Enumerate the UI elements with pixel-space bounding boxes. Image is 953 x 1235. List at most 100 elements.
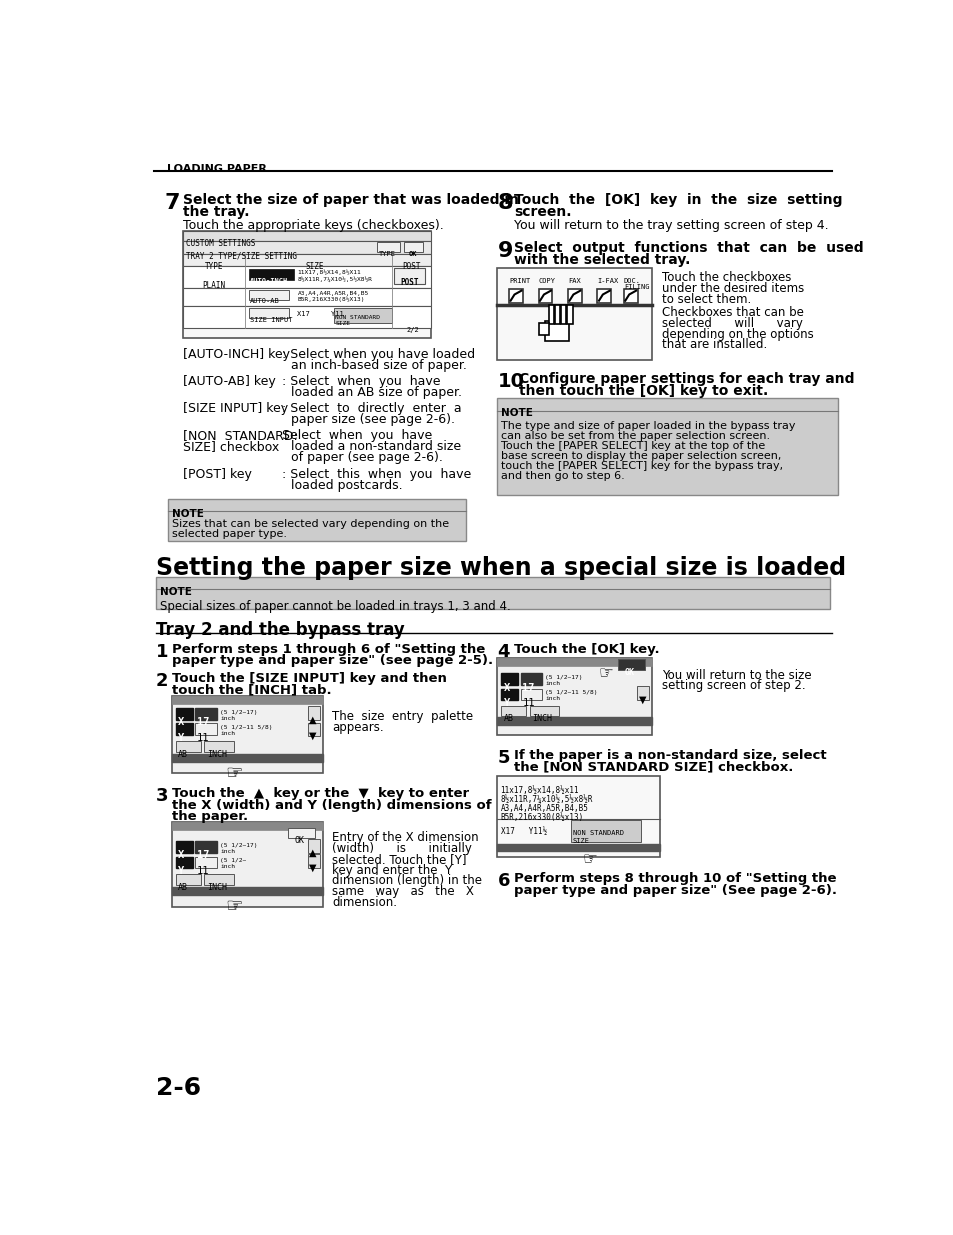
Text: ☞: ☞ xyxy=(225,897,242,915)
Bar xyxy=(172,697,323,704)
Bar xyxy=(567,289,581,303)
Bar xyxy=(249,269,294,280)
Text: setting screen of step 2.: setting screen of step 2. xyxy=(661,679,804,693)
Text: (5 1/2~11 5/8): (5 1/2~11 5/8) xyxy=(545,690,598,695)
Bar xyxy=(307,855,319,868)
Text: OK: OK xyxy=(294,836,305,845)
Text: Select  output  functions  that  can  be  used: Select output functions that can be used xyxy=(514,241,863,254)
Text: AUTO-AB: AUTO-AB xyxy=(250,299,279,304)
Text: X: X xyxy=(503,683,509,693)
Bar xyxy=(307,722,319,736)
Text: loaded postcards.: loaded postcards. xyxy=(291,478,402,492)
Bar xyxy=(195,841,216,852)
Bar xyxy=(307,706,319,720)
Bar xyxy=(183,231,431,241)
Bar xyxy=(376,242,399,252)
Text: ▲: ▲ xyxy=(309,847,316,857)
Text: touch the [INCH] tab.: touch the [INCH] tab. xyxy=(172,683,332,697)
Bar xyxy=(571,820,640,842)
Text: 7: 7 xyxy=(164,193,179,212)
Text: an inch-based size of paper.: an inch-based size of paper. xyxy=(291,359,467,372)
Text: appears.: appears. xyxy=(332,721,384,734)
Bar xyxy=(497,718,652,725)
Text: [POST] key: [POST] key xyxy=(183,468,252,480)
Text: (width)      is      initially: (width) is initially xyxy=(332,842,472,855)
Text: Touch the [PAPER SELECT] key at the top of the: Touch the [PAPER SELECT] key at the top … xyxy=(500,441,764,451)
Text: INCH: INCH xyxy=(207,883,227,892)
Text: PRINT: PRINT xyxy=(509,278,530,284)
Text: selected. Touch the [Y]: selected. Touch the [Y] xyxy=(332,852,466,866)
Bar xyxy=(617,659,644,671)
Text: (5 1/2~17): (5 1/2~17) xyxy=(220,842,257,847)
Text: 8½x11R,7¼x10½,5½x8½R: 8½x11R,7¼x10½,5½x8½R xyxy=(500,795,593,804)
Text: TYPE: TYPE xyxy=(204,262,223,272)
Text: POST: POST xyxy=(402,262,420,272)
Bar xyxy=(172,823,323,906)
Text: 2: 2 xyxy=(155,672,168,690)
Text: INCH: INCH xyxy=(207,750,227,758)
Bar xyxy=(497,268,652,359)
Text: Touch  the  [OK]  key  in  the  size  setting: Touch the [OK] key in the size setting xyxy=(514,193,842,206)
Text: 17: 17 xyxy=(521,683,535,693)
Bar xyxy=(175,724,193,735)
Text: Y: Y xyxy=(178,732,184,742)
Text: LOADING PAPER: LOADING PAPER xyxy=(167,163,267,174)
Text: Special sizes of paper cannot be loaded in trays 1, 3 and 4.: Special sizes of paper cannot be loaded … xyxy=(159,600,510,614)
Text: X17     Y11: X17 Y11 xyxy=(297,311,344,316)
Text: POST: POST xyxy=(400,278,418,288)
Text: 11: 11 xyxy=(196,866,209,876)
Text: OK: OK xyxy=(408,251,416,257)
Text: [NON  STANDARD:: [NON STANDARD: xyxy=(183,430,297,442)
Text: 17: 17 xyxy=(196,851,209,861)
Text: 8: 8 xyxy=(497,193,513,212)
Text: SIZE INPUT: SIZE INPUT xyxy=(250,317,293,322)
Text: Sizes that can be selected vary depending on the: Sizes that can be selected vary dependin… xyxy=(172,519,449,529)
Text: 3: 3 xyxy=(155,787,168,805)
Text: The  size  entry  palette: The size entry palette xyxy=(332,710,473,724)
Bar xyxy=(555,305,559,324)
Text: X17   Y11½: X17 Y11½ xyxy=(500,827,546,836)
Text: I-FAX: I-FAX xyxy=(597,278,618,284)
Bar xyxy=(497,844,659,851)
Text: loaded a non-standard size: loaded a non-standard size xyxy=(291,440,461,453)
Bar xyxy=(183,253,431,266)
Text: (5 1/2~17): (5 1/2~17) xyxy=(220,710,257,715)
Text: FILING: FILING xyxy=(623,284,649,290)
Text: selected paper type.: selected paper type. xyxy=(172,530,287,540)
Text: depending on the options: depending on the options xyxy=(661,327,813,341)
Text: X: X xyxy=(178,851,184,861)
Text: NOTE: NOTE xyxy=(172,509,204,519)
Text: NOTE: NOTE xyxy=(159,587,192,597)
Text: dimension.: dimension. xyxy=(332,895,397,909)
Bar xyxy=(497,658,652,735)
Bar xyxy=(637,687,649,700)
Text: Touch the [OK] key.: Touch the [OK] key. xyxy=(514,642,659,656)
Text: base screen to display the paper selection screen,: base screen to display the paper selecti… xyxy=(500,451,781,461)
Text: AB: AB xyxy=(503,714,513,724)
Text: inch: inch xyxy=(220,864,234,869)
Text: the paper.: the paper. xyxy=(172,810,248,824)
Bar xyxy=(249,290,289,300)
Bar xyxy=(249,309,289,319)
Bar xyxy=(530,705,558,716)
Text: A3,A4,A4R,A5R,B4,B5: A3,A4,A4R,A5R,B4,B5 xyxy=(297,290,369,295)
Text: X: X xyxy=(178,718,184,727)
Text: Select the size of paper that was loaded in: Select the size of paper that was loaded… xyxy=(183,193,518,206)
Text: Touch the appropriate keys (checkboxes).: Touch the appropriate keys (checkboxes). xyxy=(183,219,443,232)
Text: CUSTOM SETTINGS: CUSTOM SETTINGS xyxy=(186,240,255,248)
Text: ▲: ▲ xyxy=(309,715,316,725)
Text: under the desired items: under the desired items xyxy=(661,282,803,295)
Bar xyxy=(334,308,392,324)
Text: AUTO-INCH: AUTO-INCH xyxy=(250,278,288,284)
Text: Touch the  ▲  key or the  ▼  key to enter: Touch the ▲ key or the ▼ key to enter xyxy=(172,787,469,800)
Text: Checkboxes that can be: Checkboxes that can be xyxy=(661,306,802,319)
Text: to select them.: to select them. xyxy=(661,293,750,306)
Bar xyxy=(195,857,216,868)
Text: 8½X11R,7¼X10½,5½X8½R: 8½X11R,7¼X10½,5½X8½R xyxy=(297,277,372,283)
Text: the X (width) and Y (length) dimensions of: the X (width) and Y (length) dimensions … xyxy=(172,799,491,811)
Bar xyxy=(623,289,637,303)
Bar xyxy=(509,289,522,303)
Text: [AUTO-INCH] key: [AUTO-INCH] key xyxy=(183,348,290,362)
Text: (5 1/2~: (5 1/2~ xyxy=(220,858,246,863)
Bar xyxy=(183,266,431,288)
